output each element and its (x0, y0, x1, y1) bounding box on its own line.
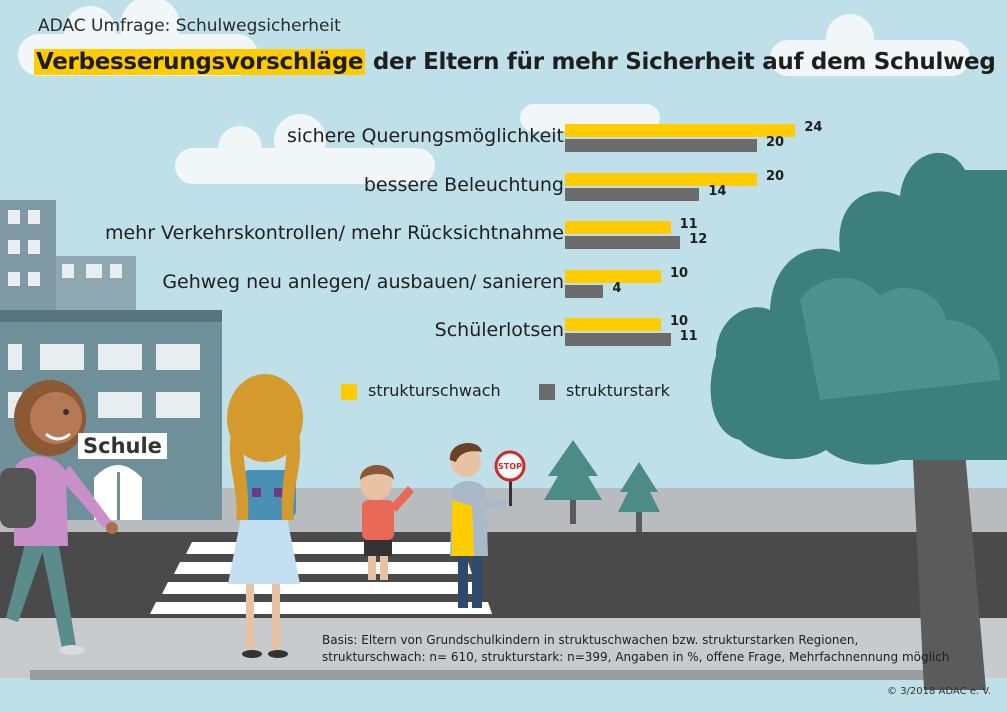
person-girl-with-backpack (227, 374, 303, 658)
value-label: 11 (679, 217, 698, 232)
value-label: 20 (766, 168, 785, 184)
bar-strukturstark (565, 139, 757, 152)
value-label: 10 (670, 265, 689, 281)
category-label: Schülerlotsen (434, 319, 564, 341)
legend-swatch (341, 384, 357, 400)
category-label: bessere Beleuchtung (363, 173, 564, 196)
stop-sign-label: STOP (498, 462, 522, 471)
small-trees (544, 440, 660, 532)
person-boy-waving (360, 465, 414, 580)
person-woman-walking (0, 380, 118, 655)
headline-highlight: Verbesserungsvorschläge (34, 49, 366, 75)
bar-strukturschwach (565, 124, 796, 137)
bar-strukturstark (565, 333, 671, 346)
bar-strukturschwach (565, 318, 661, 331)
value-label: 11 (679, 329, 698, 344)
kicker: ADAC Umfrage: Schulwegsicherheit (38, 16, 341, 36)
footnote-line-2: strukturschwach: n= 610, strukturstark: … (322, 650, 950, 664)
school-sign: Schule (78, 433, 167, 459)
big-tree (710, 152, 1007, 690)
curb (30, 670, 978, 680)
category-label: mehr Verkehrskontrollen/ mehr Rücksichtn… (104, 222, 564, 244)
value-label: 10 (670, 314, 689, 329)
value-label: 4 (612, 280, 622, 296)
front-sidewalk (0, 618, 1007, 678)
bar-strukturstark (565, 187, 700, 201)
bar-strukturschwach (565, 221, 671, 234)
person-crossing-guard: STOP (449, 442, 526, 608)
bar-strukturstark (565, 236, 681, 249)
footnote-line-1: Basis: Eltern von Grundschulkindern in s… (322, 633, 859, 647)
value-label: 14 (708, 183, 727, 199)
value-label: 20 (766, 135, 785, 150)
bar-strukturstark (565, 284, 604, 298)
legend-swatch (539, 384, 555, 400)
legend-label: strukturstark (566, 381, 670, 400)
bar-strukturschwach (565, 172, 757, 186)
headline-rest: der Eltern für mehr Sicherheit auf dem S… (365, 49, 996, 75)
credit: © 3/2018 ADAC e. V. (887, 686, 991, 697)
value-label: 24 (804, 120, 823, 135)
headline: Verbesserungsvorschläge der Eltern für m… (34, 49, 996, 75)
value-label: 12 (689, 232, 708, 247)
bar-strukturschwach (565, 269, 661, 283)
legend-label: strukturschwach (368, 381, 501, 400)
category-label: Gehweg neu anlegen/ ausbauen/ sanieren (162, 270, 564, 293)
category-label: sichere Querungsmöglichkeit (286, 125, 564, 147)
